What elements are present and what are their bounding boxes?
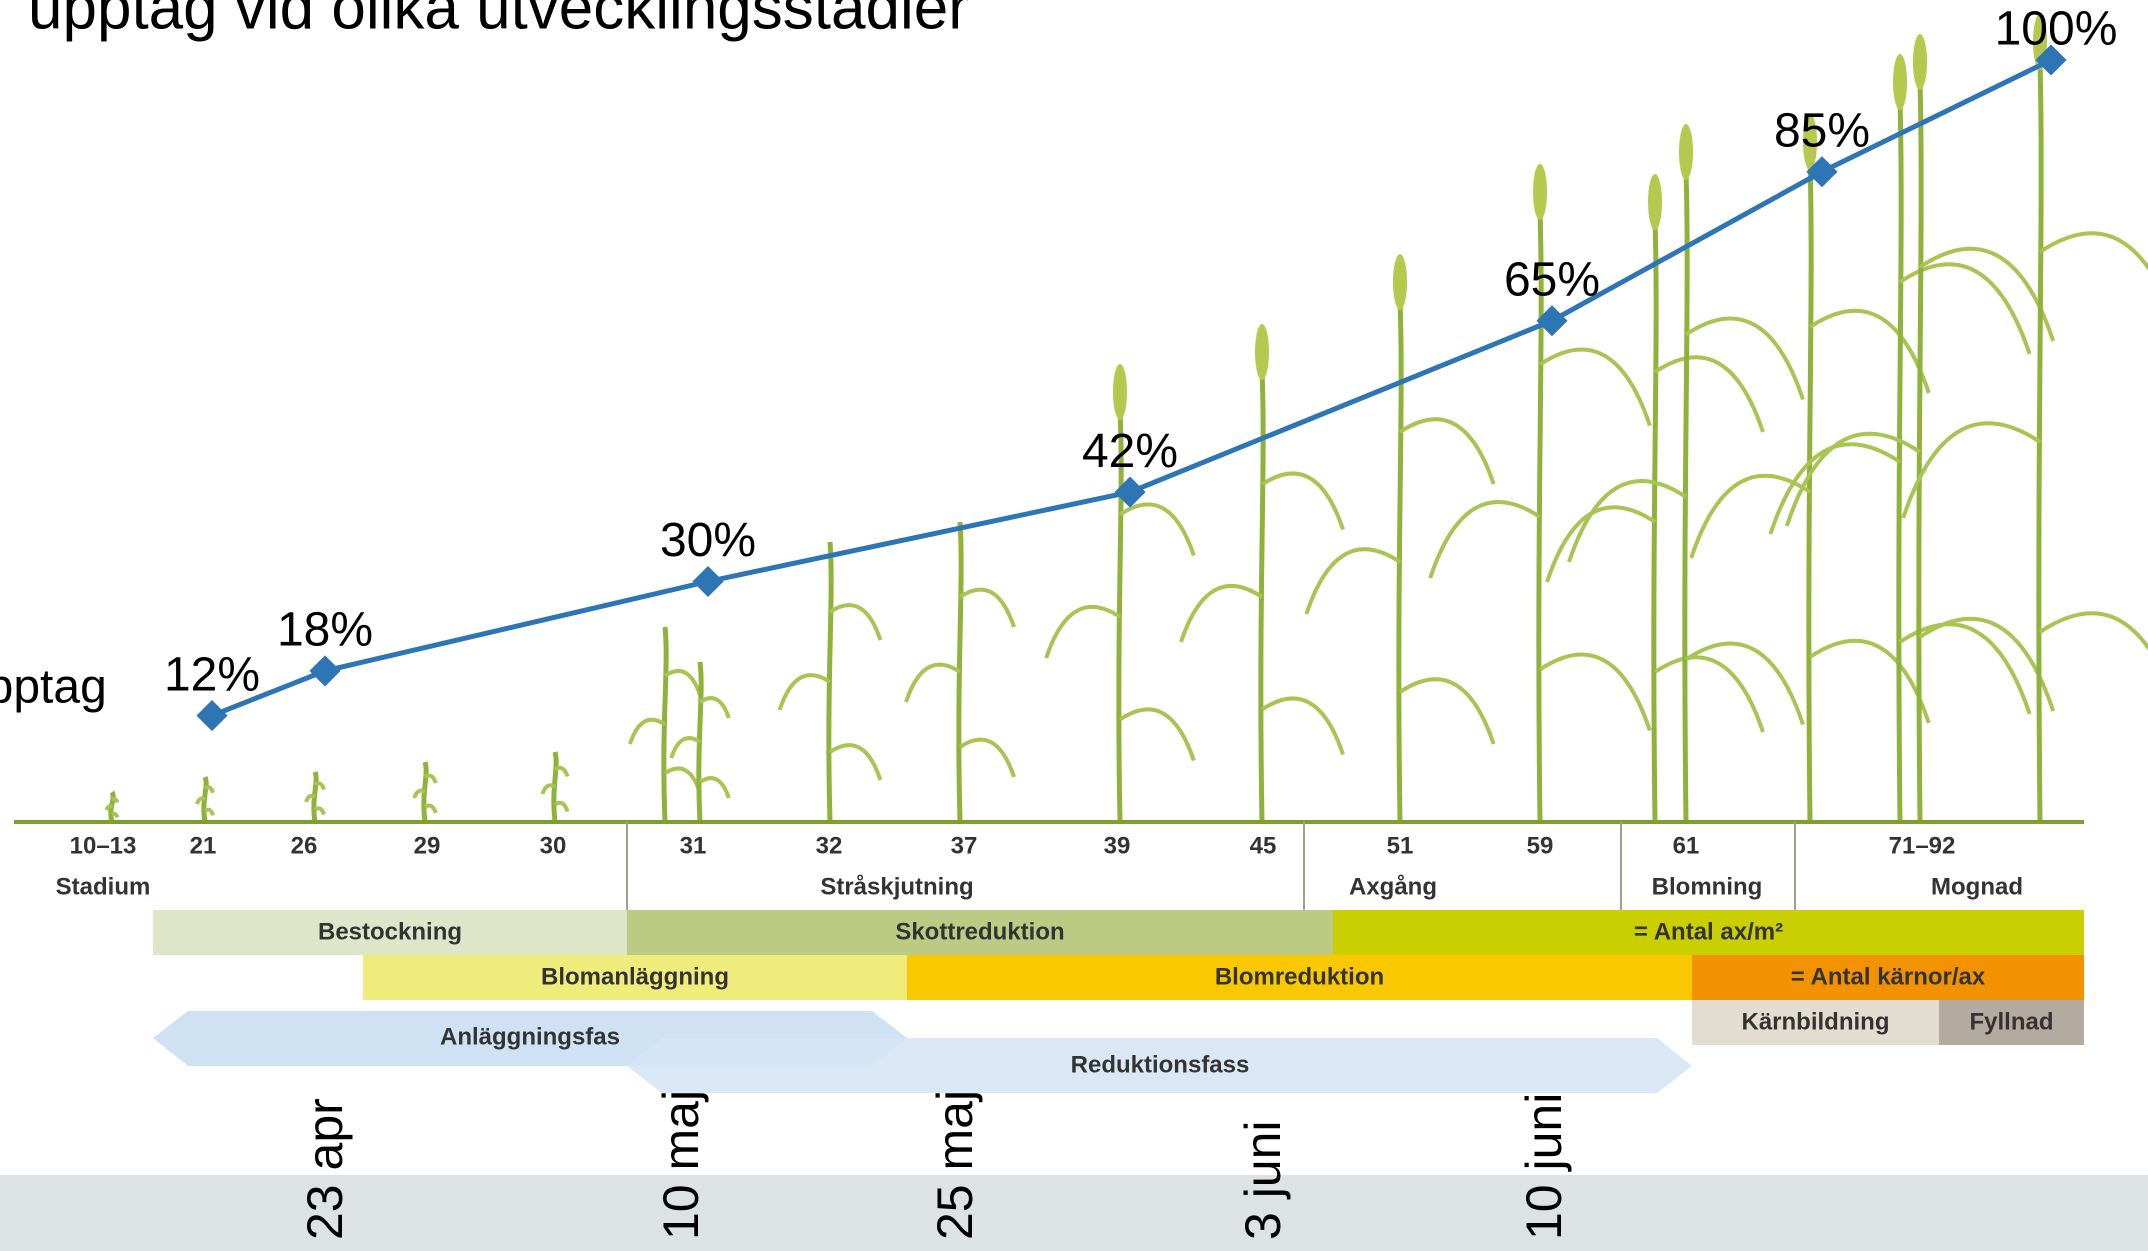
value-label: 18% <box>277 604 373 657</box>
phase-bar-label: Blomanläggning <box>541 963 729 990</box>
stage-phase: Blomning <box>1652 873 1763 900</box>
stage-phase: Mognad <box>1931 873 2023 900</box>
plant-leaf <box>830 605 880 640</box>
stage-separators <box>627 822 1795 911</box>
plant-leaf <box>1430 502 1540 578</box>
plant-leaf <box>1120 504 1194 555</box>
slide-title: upptag vid olika utvecklingsstadier <box>28 0 969 42</box>
plant-leaf <box>671 738 700 758</box>
plant-leaf <box>1306 549 1400 614</box>
date-label: 10 maj <box>653 1090 709 1240</box>
slide: upptag vid olika utvecklingsstadier Uppt… <box>0 0 2148 1251</box>
plant-leaf <box>1262 473 1343 529</box>
phase-bar-label: Kärnbildning <box>1742 1008 1890 1035</box>
stage-code: 37 <box>951 832 978 859</box>
stage-code: 45 <box>1250 832 1277 859</box>
plant-leaf <box>1569 481 1686 562</box>
value-label: 12% <box>164 648 260 701</box>
phase-bar-label: Skottreduktion <box>895 918 1064 945</box>
plant-leaf <box>665 768 700 792</box>
plant-leaf <box>700 778 729 798</box>
value-label: 65% <box>1504 253 1600 306</box>
value-label: 85% <box>1774 104 1870 157</box>
value-label: 42% <box>1082 425 1178 478</box>
plant-leaf <box>1920 249 2053 341</box>
plant-leaf <box>1810 311 1929 393</box>
plant-leaf <box>1181 586 1262 642</box>
plant-leaf <box>1655 357 1763 432</box>
stage-phase: Stadium <box>56 873 151 900</box>
date-label: 10 juni <box>1516 1093 1572 1240</box>
stage-code: 51 <box>1387 832 1414 859</box>
plant-ear <box>1679 124 1693 180</box>
plant-leaf <box>830 745 880 780</box>
plant-leaf <box>555 803 568 812</box>
plant-leaf <box>1920 619 2053 711</box>
plant-ear <box>1533 164 1547 220</box>
plant-ear <box>1393 254 1407 310</box>
plant-leaf <box>1540 654 1650 730</box>
plant-leaf <box>1046 607 1120 658</box>
stage-code: 26 <box>291 832 318 859</box>
phase-bar-label: Fyllnad <box>1969 1008 2053 1035</box>
stage-code: 32 <box>816 832 843 859</box>
plant-leaf <box>1810 641 1929 723</box>
plant-leaf <box>1262 698 1343 754</box>
stage-code: 30 <box>540 832 567 859</box>
stage-phase: Axgång <box>1349 873 1437 900</box>
stage-code: 29 <box>414 832 441 859</box>
phase-bar-label: Blomreduktion <box>1215 963 1384 990</box>
plant-ear <box>1913 34 1927 90</box>
plant-leaf <box>1903 423 2040 518</box>
side-label: Upptag <box>0 661 107 714</box>
plant-leaf <box>1655 657 1763 732</box>
value-label: 100% <box>1995 3 2118 56</box>
stage-code: 61 <box>1673 832 1700 859</box>
plant-leaf <box>2040 233 2148 328</box>
stage-code: 10–13 <box>70 832 137 859</box>
stage-code: 21 <box>190 832 217 859</box>
plant-leaf <box>780 675 830 710</box>
phase-bar-label: = Antal ax/m² <box>1634 918 1783 945</box>
arrow-label: Anläggningsfas <box>440 1023 620 1050</box>
stage-code: 59 <box>1527 832 1554 859</box>
plant-leaf <box>2040 613 2148 708</box>
plant-leaf <box>960 590 1014 627</box>
data-point <box>692 566 723 597</box>
plant-ear <box>1648 174 1662 230</box>
date-label: 25 maj <box>927 1090 983 1240</box>
plant-leaf <box>700 698 729 718</box>
data-point <box>309 655 340 686</box>
plant-leaf <box>1540 349 1650 425</box>
data-line <box>212 60 2051 716</box>
plant-leaf <box>1120 709 1194 760</box>
plant-leaf <box>1686 644 1803 725</box>
phase-bar-label: Bestockning <box>318 918 462 945</box>
plant-leaf <box>960 740 1014 777</box>
plant-leaf <box>665 671 700 695</box>
arrow-label: Reduktionsfass <box>1071 1051 1250 1078</box>
stage-code: 71–92 <box>1889 832 1956 859</box>
stage-phase: Stråskjutning <box>820 873 973 900</box>
plant-leaf <box>906 665 960 702</box>
plant-leaf <box>1547 507 1655 582</box>
plant-ear <box>1893 54 1907 110</box>
value-label: 30% <box>660 514 756 567</box>
date-label: 3 juni <box>1235 1120 1291 1240</box>
plant-leaf <box>1400 419 1494 484</box>
stage-code: 39 <box>1104 832 1131 859</box>
phase-bar-label: = Antal kärnor/ax <box>1791 963 1986 990</box>
plant-ear <box>1113 364 1127 420</box>
stage-code: 31 <box>680 832 707 859</box>
data-point <box>196 700 227 731</box>
plant-leaf <box>1400 679 1494 744</box>
plant-ear <box>1255 324 1269 380</box>
plant-leaf <box>630 720 665 744</box>
date-label: 23 apr <box>297 1098 353 1240</box>
